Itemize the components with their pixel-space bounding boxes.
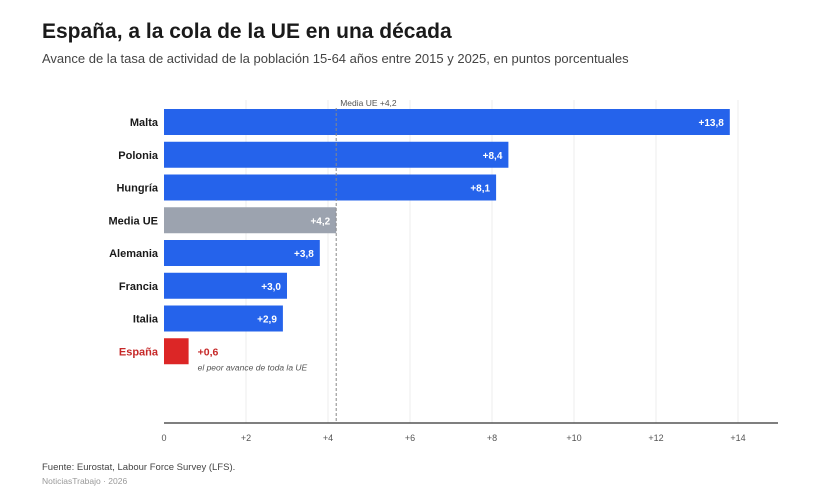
- x-tick-label: +10: [566, 433, 581, 443]
- x-tick-label: +8: [487, 433, 497, 443]
- category-label: Polonia: [118, 150, 159, 162]
- data-label: +3,8: [294, 249, 314, 260]
- category-label: Malta: [130, 117, 159, 129]
- bar: [164, 338, 189, 365]
- category-label: Media UE: [108, 215, 158, 227]
- bar: [164, 207, 337, 234]
- category-label: Hungría: [116, 183, 158, 195]
- bar: [164, 272, 287, 299]
- annotation: el peor avance de toda la UE: [198, 362, 308, 372]
- data-label: +4,2: [310, 216, 330, 227]
- bar: [164, 305, 283, 332]
- credit-note: NoticiasTrabajo · 2026: [42, 476, 128, 486]
- source-note: Fuente: Eurostat, Labour Force Survey (L…: [42, 462, 236, 473]
- data-label: +2,9: [257, 315, 277, 326]
- category-label: Francia: [119, 281, 159, 293]
- x-tick-label: +6: [405, 433, 415, 443]
- category-label: Alemania: [109, 248, 159, 260]
- data-label: +8,1: [470, 184, 490, 195]
- x-tick-label: +12: [648, 433, 663, 443]
- x-tick-label: +2: [241, 433, 251, 443]
- x-tick-label: +4: [323, 433, 333, 443]
- chart-subtitle: Avance de la tasa de actividad de la pob…: [42, 51, 629, 66]
- chart-title: España, a la cola de la UE en una década: [42, 20, 452, 43]
- data-label: +8,4: [483, 151, 503, 162]
- data-label: +13,8: [698, 118, 724, 129]
- x-tick-label: +14: [730, 433, 745, 443]
- data-label: +0,6: [198, 346, 219, 358]
- data-label: +3,0: [261, 282, 281, 293]
- reference-line-label: Media UE +4,2: [340, 98, 397, 108]
- x-tick-label: 0: [161, 433, 166, 443]
- category-label: Italia: [133, 314, 159, 326]
- bar: [164, 174, 497, 201]
- category-label: España: [119, 346, 159, 358]
- bar: [164, 109, 730, 135]
- bar: [164, 240, 320, 266]
